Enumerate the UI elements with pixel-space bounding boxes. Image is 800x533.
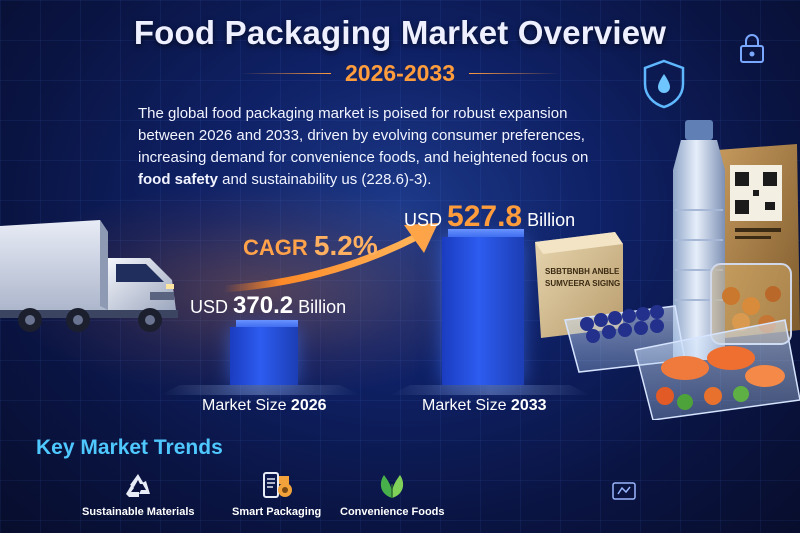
cagr-label: CAGR xyxy=(243,235,308,260)
shield-icon xyxy=(643,59,685,109)
cagr-text: CAGR 5.2% xyxy=(243,230,378,262)
page-title: Food Packaging Market Overview xyxy=(133,14,667,51)
value-2033: 527.8 xyxy=(447,200,523,233)
trend-label-smart: Smart Packaging xyxy=(232,506,322,518)
smart-packaging-icon xyxy=(262,472,292,498)
bar-platform-right xyxy=(390,385,590,395)
trends-title: Key Market Trends xyxy=(36,436,223,459)
bar-platform-left xyxy=(160,385,360,395)
subtitle-years: 2026-2033 xyxy=(345,60,455,86)
trend-sustainable-materials: Sustainable Materials xyxy=(82,470,195,518)
recycle-icon xyxy=(126,474,151,497)
box-label-line2: SUMVEERA SIGING xyxy=(545,279,620,288)
bar-2026 xyxy=(230,327,298,385)
market-size-2033-text: Market Size xyxy=(422,397,507,414)
value-2026-label: USD 370.2 Billion xyxy=(190,292,346,320)
card-icon xyxy=(612,482,636,500)
unit-2026: Billion xyxy=(298,297,347,317)
trend-label-convenience: Convenience Foods xyxy=(340,506,445,518)
currency-2026: USD xyxy=(190,297,229,317)
trend-convenience-foods: Convenience Foods xyxy=(340,470,445,518)
market-size-2026-text: Market Size xyxy=(202,397,287,414)
food-packages-illustration: SBBTBNBH ANBLE SUMVEERA SIGING xyxy=(535,120,800,420)
subtitle-divider-right xyxy=(469,73,559,74)
currency-2033: USD xyxy=(404,210,443,230)
intro-text-1: The global food packaging market is pois… xyxy=(138,105,589,166)
intro-text-bold: food safety xyxy=(138,171,219,188)
bar-2026-top xyxy=(236,320,298,328)
leaf-icon xyxy=(381,475,404,498)
truck-icon xyxy=(0,220,178,332)
market-size-2026-year: 2026 xyxy=(290,397,327,414)
growth-arrow-icon xyxy=(220,223,438,293)
value-2026: 370.2 xyxy=(233,292,294,319)
bar-2033 xyxy=(442,237,524,385)
subtitle-divider-left xyxy=(241,73,331,74)
value-2033-label: USD 527.8 Billion xyxy=(404,200,575,234)
market-size-2026-caption: Market Size 2026 xyxy=(202,397,327,415)
box-label-line1: SBBTBNBH ANBLE xyxy=(545,267,620,276)
subtitle-row: 2026-2033 xyxy=(0,60,800,87)
market-size-2033-year: 2033 xyxy=(510,397,547,414)
lock-icon xyxy=(740,34,764,63)
unit-2033: Billion xyxy=(527,210,576,230)
intro-paragraph: The global food packaging market is pois… xyxy=(138,103,618,191)
cagr-value: 5.2% xyxy=(313,230,378,261)
trend-label-sustainable: Sustainable Materials xyxy=(82,506,195,518)
bar-2033-top xyxy=(448,229,524,238)
intro-text-2: and sustainability us (228.6)-3). xyxy=(218,171,432,188)
market-size-2033-caption: Market Size 2033 xyxy=(422,397,547,415)
trend-smart-packaging: Smart Packaging xyxy=(232,470,321,518)
